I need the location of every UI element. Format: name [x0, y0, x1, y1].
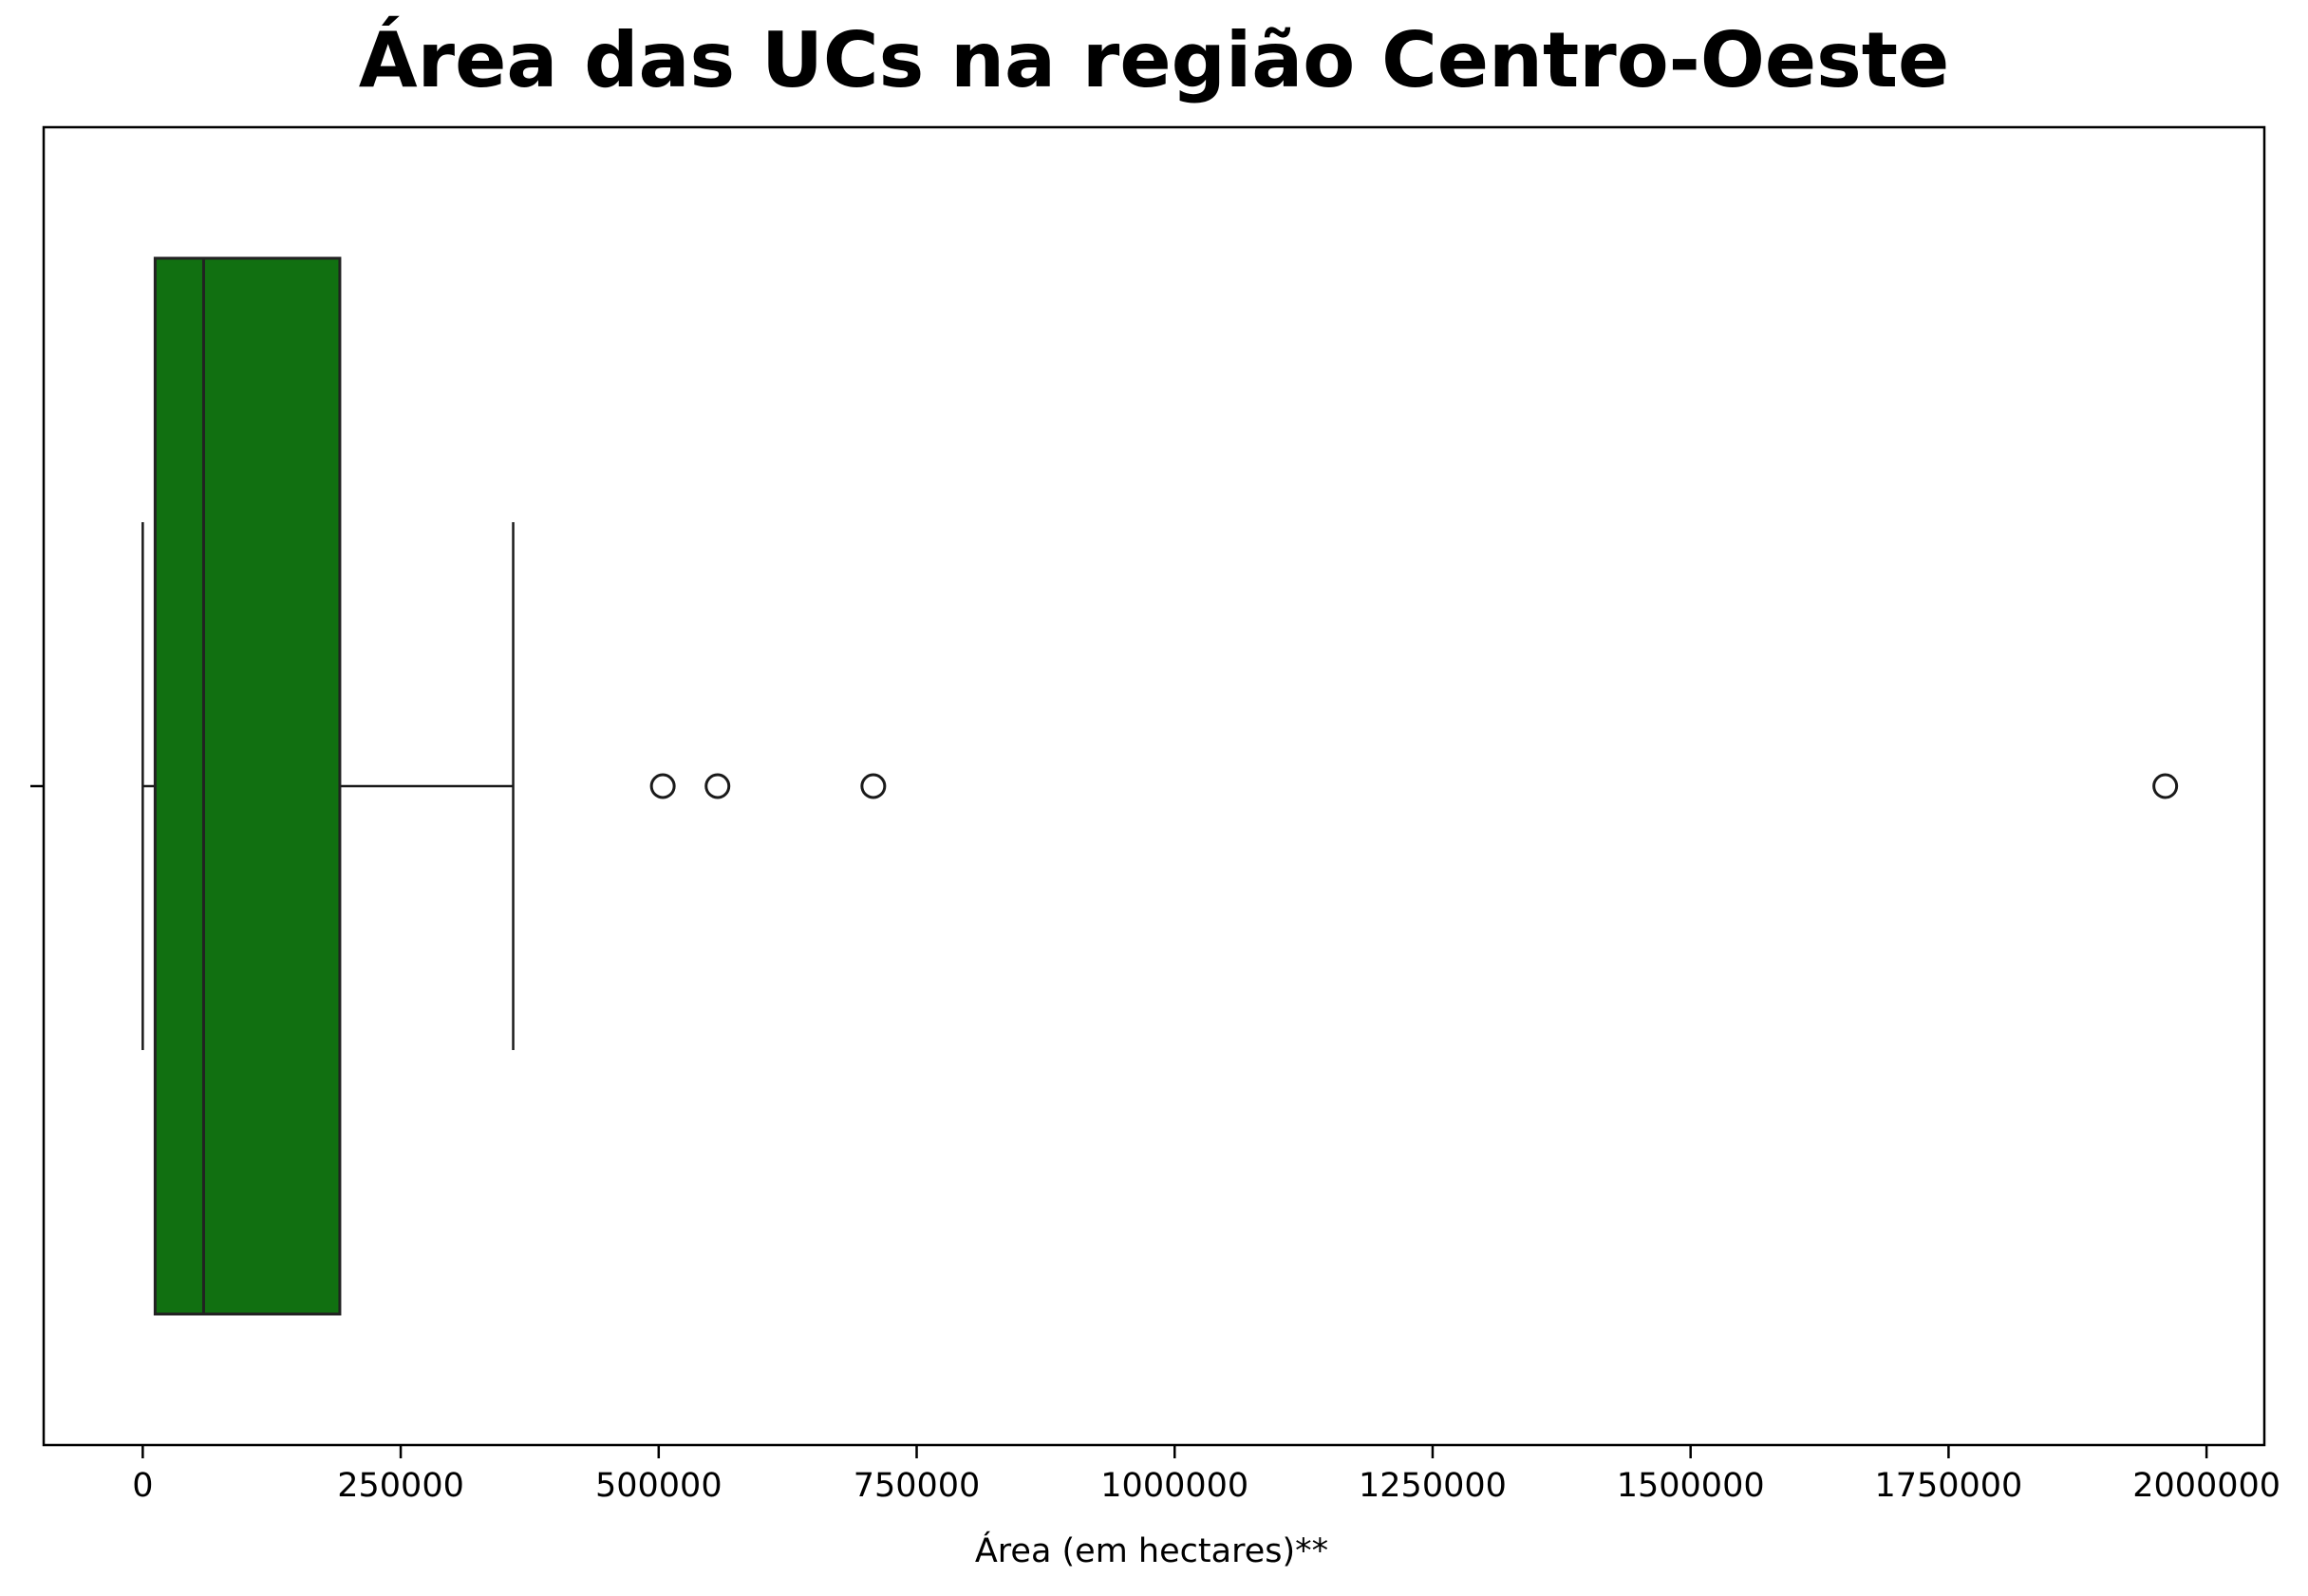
- box-group: [141, 256, 515, 1316]
- outliers-group: [649, 773, 2179, 799]
- x-tick-label-5: 1250000: [1359, 1467, 1507, 1505]
- x-tick-label-3: 750000: [854, 1467, 981, 1505]
- x-tick-label-0: 0: [132, 1467, 153, 1505]
- outlier-point-2: [860, 773, 887, 799]
- outlier-point-3: [2152, 773, 2179, 799]
- chart-title: Área das UCs na região Centro-Oeste: [358, 16, 1950, 104]
- x-tick-label-4: 1000000: [1100, 1467, 1248, 1505]
- x-tick-label-6: 1500000: [1617, 1467, 1765, 1505]
- iqr-box: [153, 256, 342, 1316]
- x-tick-label-8: 2000000: [2132, 1467, 2280, 1505]
- x-tick-label-2: 500000: [595, 1467, 722, 1505]
- x-tick-label-1: 250000: [337, 1467, 464, 1505]
- x-axis-label: Área (em hectares)**: [975, 1530, 1328, 1570]
- x-tick-label-7: 1750000: [1874, 1467, 2022, 1505]
- outlier-point-1: [704, 773, 731, 799]
- outlier-point-0: [649, 773, 676, 799]
- x-axis: 0 250000 500000 750000 1000000 1250000 1500000…: [132, 1445, 2280, 1505]
- plot-area: [30, 125, 2266, 1447]
